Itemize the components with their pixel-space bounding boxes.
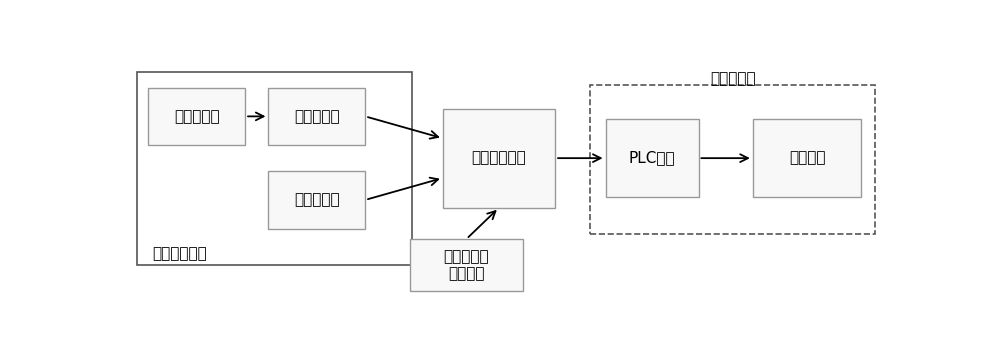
Bar: [606, 119, 698, 197]
Bar: [137, 72, 412, 265]
Text: 面板控制单元: 面板控制单元: [472, 151, 526, 166]
Text: 温度传感器: 温度传感器: [174, 109, 220, 124]
Text: 数控机床系
统服务器: 数控机床系 统服务器: [444, 249, 489, 281]
Bar: [753, 119, 861, 197]
Text: 数控子系统: 数控子系统: [711, 72, 756, 86]
Text: 位移传感器: 位移传感器: [294, 193, 340, 207]
Bar: [148, 88, 245, 145]
Text: PLC单元: PLC单元: [629, 151, 675, 166]
Text: 数据采集模块: 数据采集模块: [152, 246, 207, 261]
Bar: [268, 171, 365, 228]
Bar: [410, 239, 523, 291]
Text: 数控单元: 数控单元: [789, 151, 825, 166]
Bar: [590, 85, 875, 234]
Bar: [268, 88, 365, 145]
Text: 数据采集卡: 数据采集卡: [294, 109, 340, 124]
Bar: [443, 108, 555, 208]
